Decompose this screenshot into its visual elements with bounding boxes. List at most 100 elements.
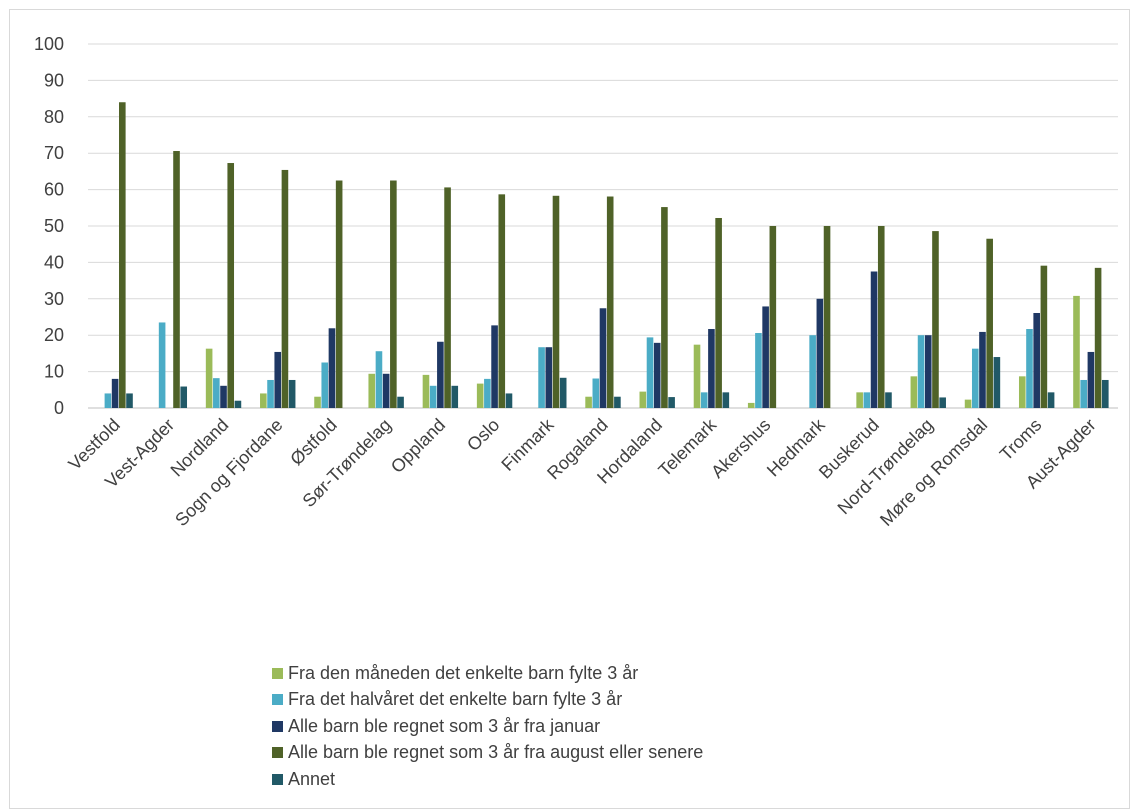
y-tick-label: 20 [44, 325, 64, 345]
legend-label: Fra den måneden det enkelte barn fylte 3… [288, 662, 639, 683]
bar [910, 376, 918, 408]
bars [104, 102, 1109, 409]
bar [321, 362, 329, 408]
bar [816, 298, 824, 408]
bar [234, 400, 242, 408]
legend: Fra den måneden det enkelte barn fylte 3… [272, 660, 703, 793]
legend-swatch [272, 747, 283, 759]
bar [722, 392, 730, 408]
bar [260, 393, 267, 408]
y-tick-label: 70 [44, 143, 64, 163]
bar [599, 308, 607, 408]
bar [173, 151, 180, 409]
legend-item: Fra den måneden det enkelte barn fylte 3… [272, 660, 703, 687]
legend-item: Alle barn ble regnet som 3 år fra august… [272, 740, 703, 767]
bar [397, 396, 404, 408]
bar [422, 374, 430, 408]
bar [653, 342, 661, 408]
bar [505, 393, 513, 408]
y-axis-ticks: 0 10 20 30 40 50 60 70 80 90 100 [34, 34, 64, 418]
bar [592, 378, 600, 408]
bar [119, 102, 126, 409]
bar [823, 226, 831, 408]
y-tick-label: 90 [44, 70, 64, 90]
bar [917, 335, 925, 408]
bar [877, 226, 885, 408]
bar [390, 180, 397, 408]
bar [939, 397, 946, 408]
bar [1018, 376, 1026, 408]
bar [1094, 267, 1102, 408]
bar [986, 238, 993, 408]
bar [924, 335, 932, 408]
legend-label: Alle barn ble regnet som 3 år fra august… [288, 742, 704, 763]
bar [885, 392, 892, 408]
bar [545, 347, 553, 408]
legend-label: Fra det halvåret det enkelte barn fylte … [288, 689, 623, 710]
bar [368, 373, 376, 408]
bar [213, 378, 220, 408]
bar [668, 397, 675, 408]
bar-chart: 0 10 20 30 40 50 60 70 80 90 100 VestfoldVest-Agde… [34, 34, 1118, 530]
bar [267, 379, 274, 408]
y-tick-label: 0 [54, 398, 64, 418]
x-tick-label: Østfold [286, 415, 340, 469]
y-tick-label: 60 [44, 180, 64, 200]
bar [1101, 379, 1109, 408]
bar [606, 196, 614, 408]
x-tick-label: Troms [996, 415, 1046, 465]
legend-swatch [272, 773, 283, 785]
bar [971, 348, 979, 408]
bar [1073, 295, 1080, 408]
bar [1087, 351, 1095, 408]
bar [708, 329, 715, 408]
bar [476, 383, 484, 408]
bar [451, 385, 459, 408]
bar [646, 337, 654, 408]
y-tick-label: 50 [44, 216, 64, 236]
bar [158, 322, 166, 408]
bar [111, 378, 119, 408]
bar [288, 379, 296, 408]
bar [382, 373, 390, 408]
bar [979, 331, 986, 408]
legend-swatch [272, 694, 283, 706]
legend-item: Annet [272, 766, 703, 793]
bar [747, 402, 755, 408]
bar [375, 351, 383, 408]
bar [491, 325, 498, 408]
bar [863, 392, 871, 408]
x-tick-label: Oppland [387, 415, 449, 477]
x-tick-label: Nord-Trøndelag [834, 415, 938, 519]
bar [328, 328, 336, 408]
bar [220, 385, 227, 408]
y-tick-label: 100 [34, 34, 64, 54]
y-tick-label: 10 [44, 362, 64, 382]
legend-item: Alle barn ble regnet som 3 år fra januar [272, 713, 703, 740]
bar [932, 231, 939, 408]
chart-frame [9, 9, 1130, 809]
y-tick-label: 40 [44, 252, 64, 272]
x-tick-label: Oslo [463, 415, 503, 455]
bar [614, 396, 621, 408]
bar [762, 306, 769, 408]
bar [715, 217, 722, 408]
bar [538, 347, 545, 408]
legend-item: Fra det halvåret det enkelte barn fylte … [272, 687, 703, 714]
bar [1080, 379, 1087, 408]
bar [856, 392, 863, 408]
bar [993, 357, 1001, 408]
bar [693, 344, 701, 408]
bar [964, 399, 972, 408]
legend-label: Annet [288, 768, 336, 789]
gridlines [88, 43, 1118, 409]
bar [1033, 312, 1040, 408]
bar [552, 195, 560, 408]
x-tick-label: Akershus [707, 415, 774, 482]
bar [1047, 392, 1055, 408]
bar [104, 393, 112, 408]
bar [429, 385, 437, 408]
bar [1040, 265, 1048, 408]
bar [585, 396, 592, 408]
bar [870, 271, 878, 408]
